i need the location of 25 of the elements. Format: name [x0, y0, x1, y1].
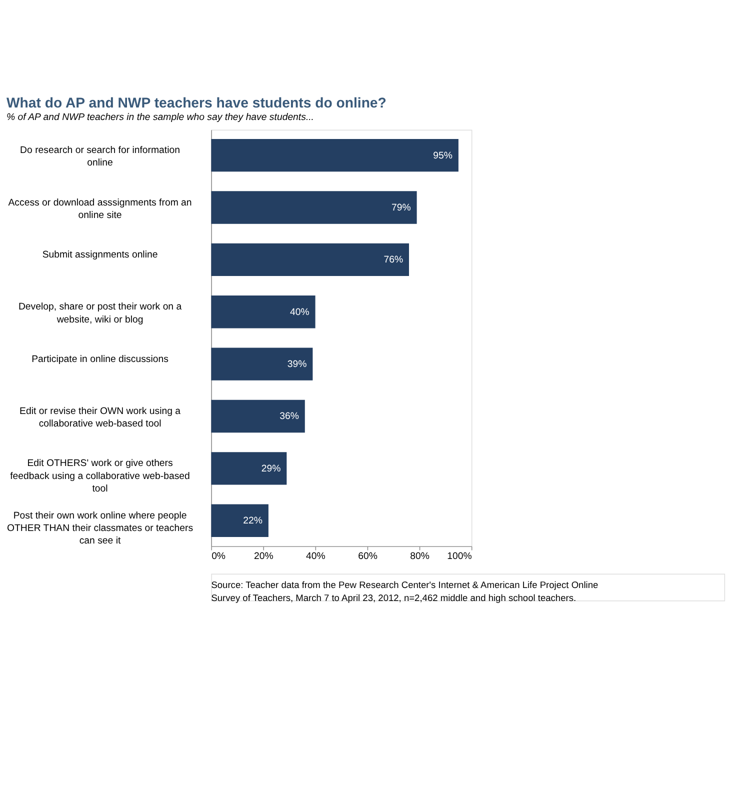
x-tick-label: 80%: [410, 551, 430, 562]
data-label: 79%: [392, 202, 412, 214]
source-note: Source: Teacher data from the Pew Research Center's Internet & American Life Project Online Survey of Teachers, March 7 to April 23, 2012, n=2,462 middle and high school teachers.: [211, 580, 598, 604]
data-label: 22%: [243, 516, 263, 527]
y-tick-label: Participate in online discussions: [32, 354, 169, 365]
x-tick-label: 60%: [358, 551, 378, 562]
chart-title: What do AP and NWP teachers have students do online?: [6, 94, 386, 110]
y-tick-label: Edit OTHERS' work or give others feedback using a collaborative web-based tool: [10, 458, 190, 494]
x-tick-label: 20%: [254, 551, 274, 562]
y-tick-label: Edit or revise their OWN work using a collaborative web-based tool: [20, 406, 182, 430]
x-tick-label: 0%: [212, 551, 226, 562]
data-label: 36%: [280, 411, 300, 422]
x-tick-label: 40%: [306, 551, 326, 562]
data-label: 29%: [261, 463, 282, 474]
y-tick-label: Do research or search for information online: [20, 145, 180, 169]
data-label: 95%: [433, 150, 453, 162]
data-label: 76%: [384, 254, 404, 266]
y-tick-label: Post their own work online where people OTHER THAN their classmates or teachers can see it: [7, 510, 194, 547]
y-tick-label: Develop, share or post their work on a website, wiki or blog: [18, 302, 182, 326]
y-tick-label: Submit assignments online: [42, 249, 158, 260]
data-label: 40%: [290, 306, 310, 318]
x-tick-label: 100%: [447, 551, 472, 562]
chart-subtitle: % of AP and NWP teachers in the sample who say they have students...: [6, 112, 314, 124]
y-tick-label: Access or download asssignments from an online site: [8, 197, 192, 221]
data-label: 39%: [287, 359, 308, 370]
